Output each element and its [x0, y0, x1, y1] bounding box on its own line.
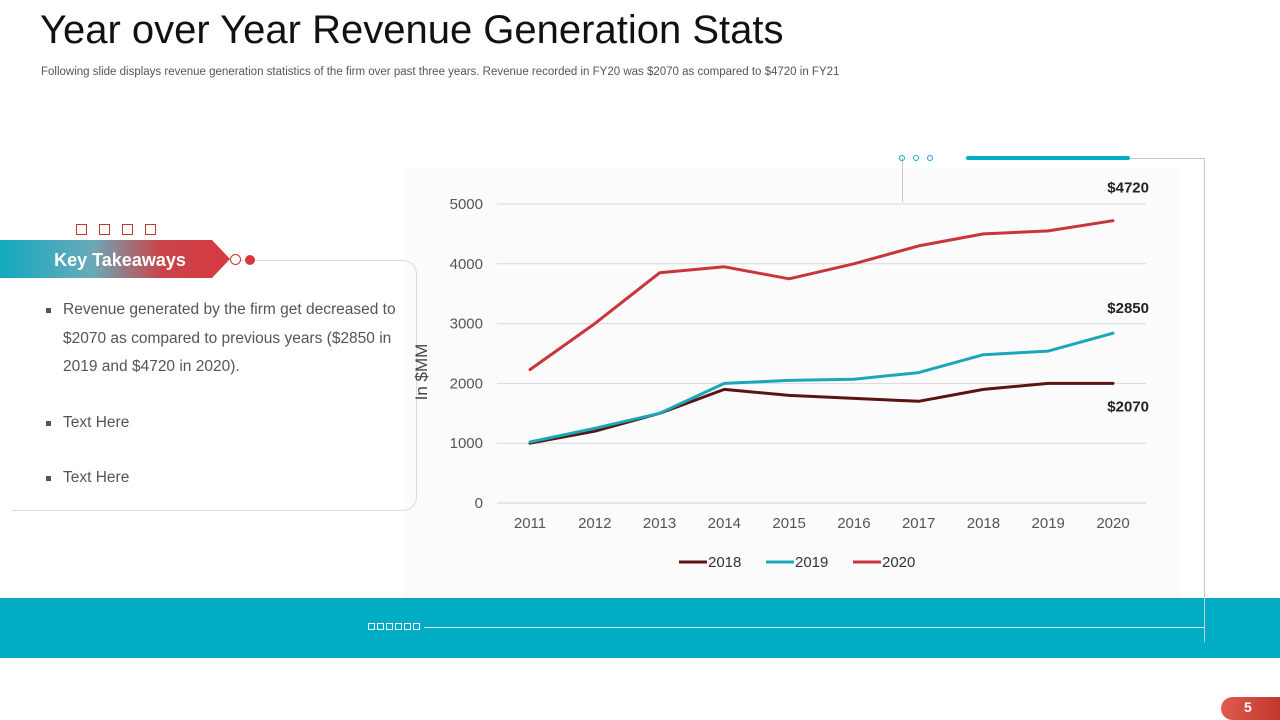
- takeaway-bullet-3: Text Here: [46, 464, 396, 493]
- decor-frame-vertical: [1204, 158, 1205, 642]
- series-line-2019: [528, 331, 1115, 444]
- ring-icon: [230, 254, 241, 265]
- takeaway-bullet-1: Revenue generated by the firm get decrea…: [46, 296, 396, 382]
- takeaway-panel: [12, 260, 417, 511]
- y-tick-label: 0: [475, 495, 483, 512]
- y-tick-label: 3000: [450, 316, 483, 333]
- x-tick-label: 2012: [578, 515, 611, 532]
- annotation-2020: $4720: [1107, 180, 1149, 197]
- x-tick-label: 2015: [772, 515, 805, 532]
- y-tick-label: 5000: [450, 196, 483, 213]
- decor-frame-connector: [902, 158, 903, 202]
- takeaway-label: Key Takeaways: [54, 250, 186, 270]
- legend-label-2019: 2019: [795, 554, 828, 571]
- decor-dots: [899, 155, 933, 161]
- annotation-2019: $2850: [1107, 300, 1149, 317]
- takeaway-ribbon: [0, 240, 230, 278]
- y-tick-label: 1000: [450, 435, 483, 452]
- x-tick-label: 2019: [1032, 515, 1065, 532]
- legend-label-2018: 2018: [708, 554, 741, 571]
- y-axis-label: In $MM: [412, 344, 431, 401]
- annotation-2018: $2070: [1107, 398, 1149, 415]
- x-tick-label: 2018: [967, 515, 1000, 532]
- page-subtitle: Following slide displays revenue generat…: [41, 66, 840, 78]
- x-tick-label: 2020: [1096, 515, 1129, 532]
- legend-label-2020: 2020: [882, 554, 915, 571]
- takeaway-bullet-2: Text Here: [46, 409, 396, 438]
- dot-icon: [245, 255, 255, 265]
- takeaway-bullets: Revenue generated by the firm get decrea…: [46, 296, 396, 493]
- x-tick-label: 2011: [514, 515, 546, 532]
- x-tick-label: 2013: [643, 515, 676, 532]
- decor-teal-bar: [966, 156, 1130, 160]
- x-tick-label: 2017: [902, 515, 935, 532]
- series-line-2018: [528, 381, 1115, 445]
- x-tick-label: 2014: [708, 515, 741, 532]
- footer-band-line: [424, 627, 1204, 628]
- page-title: Year over Year Revenue Generation Stats: [40, 8, 784, 52]
- footer-band: [0, 598, 1280, 658]
- series-line-2020: [528, 219, 1115, 372]
- decor-frame-horizontal: [1130, 158, 1205, 159]
- y-tick-label: 4000: [450, 256, 483, 273]
- x-tick-label: 2016: [837, 515, 870, 532]
- footer-band-squares: [368, 623, 420, 630]
- revenue-line-chart: 0 1000 2000 3000 4000 5000 2011 2012 2013 2014 201…: [412, 180, 1149, 571]
- y-tick-label: 2000: [450, 375, 483, 392]
- page-number-badge: [1221, 697, 1280, 720]
- decor-squares: [76, 224, 156, 235]
- page-number: 5: [1244, 699, 1252, 715]
